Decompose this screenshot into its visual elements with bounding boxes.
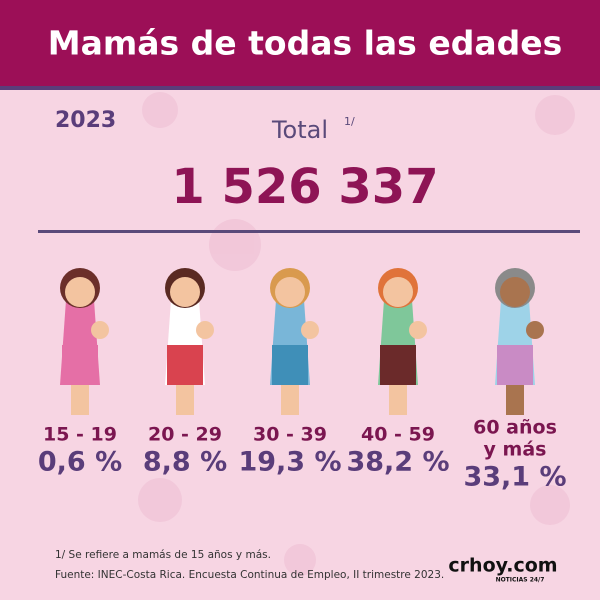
logo-tagline: NOTICIAS 24/7 xyxy=(496,577,545,584)
share: 0,6 % xyxy=(38,447,122,478)
title: Mamás de todas las edades xyxy=(48,24,562,63)
child xyxy=(196,321,214,339)
skirt xyxy=(167,345,203,385)
share: 33,1 % xyxy=(463,462,566,493)
divider xyxy=(38,230,580,233)
child xyxy=(526,321,544,339)
total-value: 1 526 337 xyxy=(171,159,438,215)
child xyxy=(91,321,109,339)
share: 38,2 % xyxy=(346,447,449,478)
footnote: 1/ Se refiere a mamás de 15 años y más. xyxy=(55,549,271,561)
skirt xyxy=(272,345,308,385)
flower-decor xyxy=(138,92,575,576)
share: 19,3 % xyxy=(238,447,341,478)
age-range: 60 años xyxy=(473,417,557,439)
head xyxy=(275,277,305,307)
skirt xyxy=(497,345,533,385)
header-band xyxy=(0,0,600,86)
skirt xyxy=(380,345,416,385)
age-range: 20 - 29 xyxy=(148,424,222,446)
head xyxy=(65,277,95,307)
header-rule xyxy=(0,86,600,90)
total-label: Total xyxy=(271,116,328,144)
share: 8,8 % xyxy=(143,447,227,478)
mother-illustration xyxy=(378,268,427,415)
child xyxy=(301,321,319,339)
note-ref: 1/ xyxy=(344,115,355,128)
head xyxy=(500,277,530,307)
skirt xyxy=(62,345,98,385)
head xyxy=(383,277,413,307)
age-range: 30 - 39 xyxy=(253,424,327,446)
year: 2023 xyxy=(55,108,116,133)
source: Fuente: INEC-Costa Rica. Encuesta Contin… xyxy=(55,569,444,581)
mother-illustration xyxy=(165,268,214,415)
mother-illustration xyxy=(270,268,319,415)
child xyxy=(409,321,427,339)
age-range: 40 - 59 xyxy=(361,424,435,446)
head xyxy=(170,277,200,307)
logo: crhoy.com xyxy=(448,555,557,577)
mother-illustration xyxy=(495,268,544,415)
age-range: 15 - 19 xyxy=(43,424,117,446)
mother-illustration xyxy=(60,268,109,415)
age-range: y más xyxy=(484,439,547,461)
